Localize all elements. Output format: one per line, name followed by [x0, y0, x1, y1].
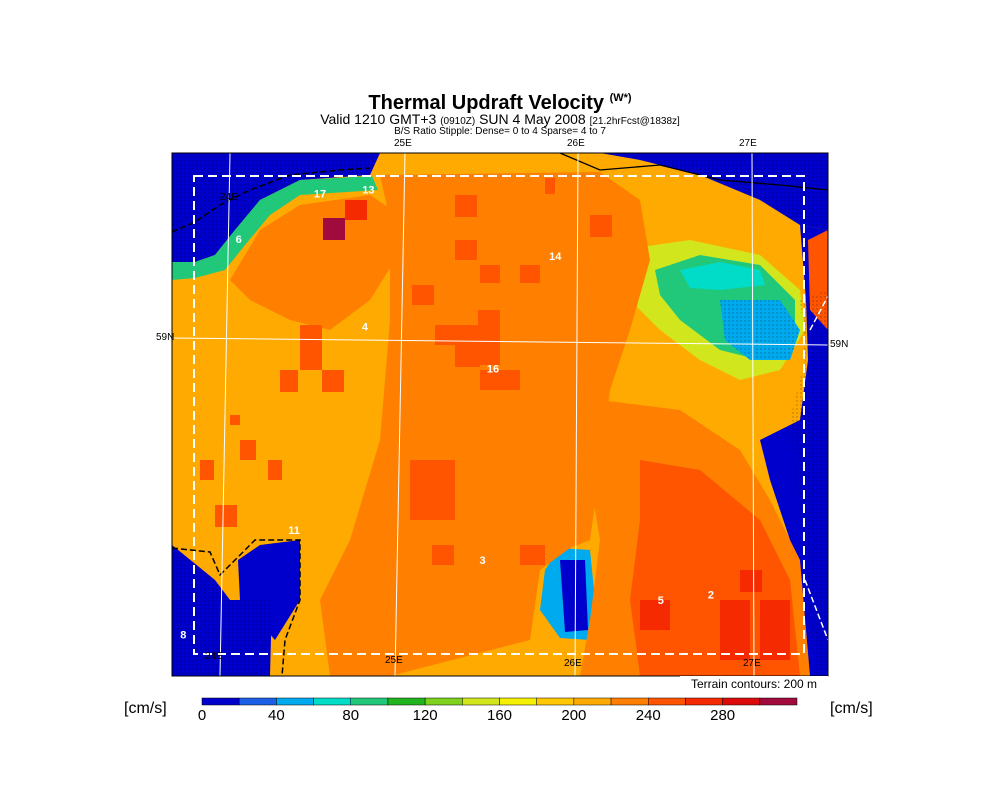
colorbar-segment	[276, 697, 314, 706]
point-label-6: 6	[236, 234, 242, 246]
colorbar-segment	[759, 697, 798, 706]
point-label-3: 3	[480, 555, 486, 567]
colorbar-tick-label: 280	[710, 707, 735, 724]
point-label-11: 11	[288, 525, 300, 537]
se-red-orange	[630, 460, 800, 676]
coast-green-nw	[172, 176, 378, 280]
colorbar-segment	[313, 697, 351, 706]
stipple-north	[380, 153, 828, 230]
corner-label-nw: 24E	[220, 192, 238, 203]
ne-cyan-north	[680, 262, 765, 290]
deep-red-cells	[345, 200, 790, 660]
point-label-16: 16	[487, 363, 499, 375]
colorbar-segment	[536, 697, 575, 706]
point-label-5: 5	[658, 595, 664, 607]
domain-box	[193, 175, 805, 655]
valid-date: SUN 4 May 2008	[479, 111, 586, 127]
colorbar-unit-right: [cm/s]	[830, 700, 873, 717]
graticule	[172, 153, 828, 676]
point-label-2: 2	[708, 589, 714, 601]
colorbar-segment	[424, 697, 463, 706]
valid-utc: (0910Z)	[440, 116, 476, 127]
colorbar-tick-label: 120	[413, 707, 438, 724]
lon-label-bottom-25: 25E	[385, 655, 403, 666]
valid-prefix: Valid 1210 GMT+3	[320, 111, 437, 127]
coastline-ne	[559, 153, 828, 191]
colorbar-segment	[499, 697, 537, 706]
colorbar-tick-label: 80	[342, 707, 359, 724]
corner-label-sw: 24E	[205, 651, 223, 662]
coastline-north	[172, 167, 371, 233]
lon-label-top-26: 26E	[567, 138, 585, 149]
nw-orange	[230, 195, 400, 330]
lake-blue-center	[560, 560, 588, 632]
forecast-info: [21.2hrFcst@1838z]	[589, 116, 680, 127]
stipple-east	[790, 290, 828, 676]
colorbar-segment	[648, 697, 686, 706]
point-label-4: 4	[362, 322, 369, 334]
colorbar-segment	[238, 697, 277, 706]
stipple-nw	[172, 153, 380, 262]
border-east	[809, 295, 828, 331]
colorbar-unit-left: [cm/s]	[124, 700, 167, 717]
colorbar: 0 40 80 120 160 200 240 280	[198, 697, 798, 724]
title-symbol: (W*)	[609, 92, 632, 104]
velocity-field	[172, 153, 828, 676]
colorbar-tick-label: 240	[636, 707, 661, 724]
stipple-ne	[720, 300, 800, 360]
stipple-note: B/S Ratio Stipple: Dense= 0 to 4 Sparse=…	[394, 126, 606, 137]
border-southeast	[804, 579, 828, 641]
lat-label-left: 59N	[156, 332, 174, 343]
lon-label-bottom-26: 26E	[564, 658, 582, 669]
lon-label-bottom-27: 27E	[743, 658, 761, 669]
valid-time-line: Valid 1210 GMT+3 (0910Z) SUN 4 May 2008 …	[0, 111, 1000, 127]
coastline-south	[172, 539, 301, 676]
colorbar-segment	[685, 697, 723, 706]
lat-label-right: 59N	[830, 339, 848, 350]
colorbar-tick-label: 160	[487, 707, 512, 724]
colorbar-tick-label: 200	[561, 707, 586, 724]
colorbar-segment	[610, 697, 649, 706]
title-text: Thermal Updraft Velocity	[368, 92, 605, 114]
colorbar-segment	[387, 697, 426, 706]
stipple-sw	[172, 545, 272, 676]
point-label-8: 8	[180, 629, 186, 641]
lon-label-top-25: 25E	[394, 138, 412, 149]
point-label-13: 13	[362, 185, 374, 197]
colorbar-tick-label: 40	[268, 707, 285, 724]
map-frame	[171, 152, 829, 677]
chart-title: Thermal Updraft Velocity (W*)	[0, 92, 1000, 115]
colorbar-segment	[462, 697, 500, 706]
colorbar-segment	[722, 697, 761, 706]
colorbar-tick-label: 0	[198, 707, 206, 724]
point-label-17: 17	[314, 189, 326, 201]
lon-label-top-27: 27E	[739, 138, 757, 149]
colorbar-segment	[201, 697, 240, 706]
point-labels: 17 13 6 14 4 16 11 3 5 2 8	[180, 185, 714, 642]
max-cell	[323, 218, 345, 240]
terrain-contour-note: Terrain contours: 200 m	[680, 676, 828, 693]
red-cells	[200, 178, 712, 565]
colorbar-segment	[573, 697, 612, 706]
point-label-14: 14	[549, 251, 562, 263]
colorbar-segment	[350, 697, 389, 706]
